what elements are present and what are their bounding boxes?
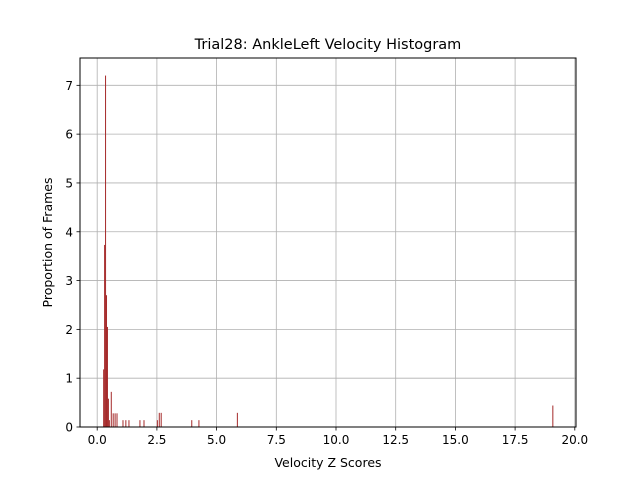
histogram-bar-1: [104, 244, 106, 427]
y-tick-label-7: 7: [65, 79, 73, 93]
y-axis-label: Proportion of Frames: [40, 178, 55, 308]
histogram-bar-15: [143, 420, 145, 427]
histogram-bar-8: [112, 413, 114, 427]
x-tick-label-3: 7.5: [267, 433, 286, 447]
plot-area-background: [80, 58, 576, 427]
histogram-bar-10: [116, 413, 118, 427]
y-tick-label-6: 6: [65, 128, 73, 142]
histogram-bar-5: [107, 398, 109, 427]
histogram-bar-19: [191, 420, 193, 427]
histogram-bar-13: [128, 420, 130, 427]
histogram-bar-3: [106, 295, 108, 427]
x-tick-label-5: 12.5: [382, 433, 409, 447]
histogram-bar-18: [160, 412, 162, 427]
histogram-bar-7: [110, 391, 112, 427]
histogram-bar-17: [158, 412, 160, 427]
histogram-bar-20: [198, 420, 200, 427]
plot-frame: [79, 57, 577, 428]
y-tick-label-1: 1: [65, 372, 73, 386]
y-tick-label-0: 0: [65, 421, 73, 435]
y-tick-label-3: 3: [65, 274, 73, 288]
histogram-bar-22: [552, 405, 554, 427]
x-tick-label-2: 5.0: [207, 433, 226, 447]
histogram-bar-0: [103, 369, 105, 427]
x-axis-ticks: 0.0 2.5 5.0 7.5 10.0 12.5 15.0 17.5 20.0: [88, 427, 588, 447]
x-tick-label-4: 10.0: [323, 433, 350, 447]
x-tick-label-1: 2.5: [147, 433, 166, 447]
histogram-bar-12: [125, 420, 127, 427]
histogram-bar-6: [108, 420, 110, 427]
histogram-bar-9: [114, 413, 116, 427]
x-axis-label: Velocity Z Scores: [274, 455, 381, 470]
x-tick-label-7: 17.5: [502, 433, 529, 447]
x-tick-label-0: 0.0: [88, 433, 107, 447]
histogram-bar-21: [236, 412, 238, 427]
histogram-bar-2: [105, 75, 107, 428]
y-tick-label-4: 4: [65, 225, 73, 239]
histogram-bar-16: [156, 420, 158, 427]
histogram-bar-4: [106, 326, 108, 427]
y-tick-label-5: 5: [65, 176, 73, 190]
histogram-bars: [103, 75, 554, 428]
x-tick-label-8: 20.0: [561, 433, 588, 447]
chart-title: Trial28: AnkleLeft Velocity Histogram: [194, 37, 462, 53]
y-axis-ticks: 0 1 2 3 4 5 6 7: [65, 79, 80, 435]
histogram-bar-14: [139, 420, 141, 427]
x-tick-label-6: 15.0: [442, 433, 469, 447]
histogram-bar-11: [122, 420, 124, 427]
y-tick-label-2: 2: [65, 323, 73, 337]
